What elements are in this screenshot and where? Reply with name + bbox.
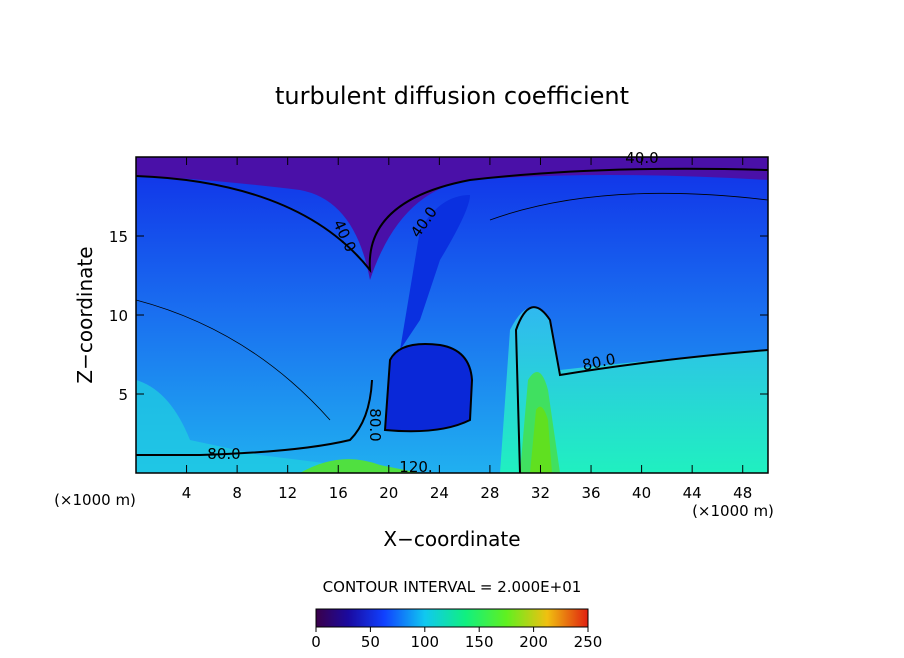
x-tick-label: 40 [632,484,651,502]
colorbar-tick-label: 150 [465,633,494,651]
x-tick-label: 20 [379,484,398,502]
x-tick-label: 36 [581,484,600,502]
contour-label: 120. [399,458,432,476]
x-axis-label: X−coordinate [383,527,520,551]
colorbar-tick-label: 50 [361,633,380,651]
x-tick-label: 12 [278,484,297,502]
x-unit: (×1000 m) [54,491,136,509]
colorbar-tick-label: 200 [519,633,548,651]
x-tick-label: 44 [683,484,702,502]
colorbar-tick-label: 0 [311,633,321,651]
y-axis-label: Z−coordinate [73,246,97,383]
x-tick-label: 16 [329,484,348,502]
x-tick-label: 28 [480,484,499,502]
x-tick-label: 24 [430,484,449,502]
y-tick-label: 5 [118,386,128,404]
x-unit: (×1000 m) [692,502,774,520]
field [136,157,768,473]
x-tick-label: 4 [182,484,192,502]
x-tick-label: 32 [531,484,550,502]
colorbar [315,608,589,628]
contour-label: 80.0 [207,445,240,463]
x-tick-label: 8 [232,484,242,502]
chart-title: turbulent diffusion coefficient [275,82,629,110]
colorbar-tick-label: 250 [574,633,603,651]
y-tick-label: 15 [109,228,128,246]
x-tick-label: 48 [733,484,752,502]
y-tick-label: 10 [109,307,128,325]
contour-interval: CONTOUR INTERVAL = 2.000E+01 [323,578,582,596]
contour-label: 80.0 [366,408,384,441]
colorbar-tick-label: 100 [410,633,439,651]
